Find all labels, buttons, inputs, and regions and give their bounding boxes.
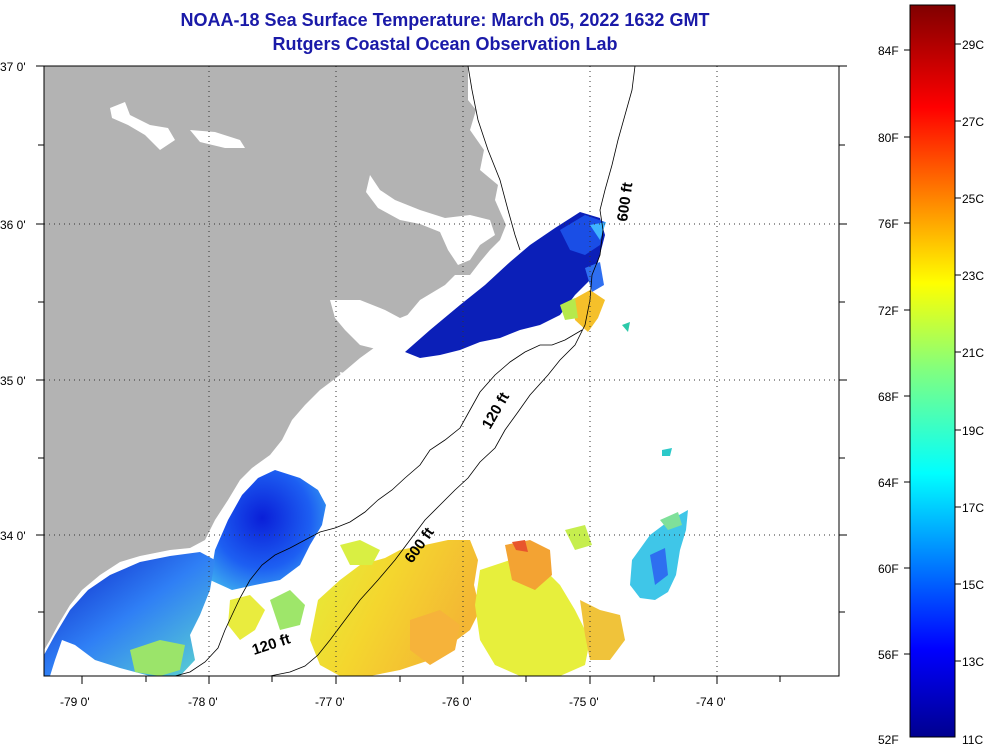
map-title: NOAA-18 Sea Surface Temperature: March 0… [180, 10, 710, 30]
colorbar-f-76: 76F [878, 217, 899, 231]
colorbar-f-84: 84F [878, 44, 899, 58]
lon-label-74: -74 0' [696, 695, 726, 709]
colorbar-c-19: 19C [962, 424, 984, 438]
colorbar-c-17: 17C [962, 501, 984, 515]
sst-data [44, 212, 688, 676]
graticule [44, 66, 839, 676]
colorbar-c-29: 29C [962, 38, 984, 52]
colorbar-f-64: 64F [878, 476, 899, 490]
colorbar-c-21: 21C [962, 346, 984, 360]
colorbar-f-60: 60F [878, 562, 899, 576]
colorbar-c-11: 11C [962, 733, 983, 747]
colorbar: 84F 80F 76F 72F 68F 64F 60F 56F 52F 29C … [878, 4, 984, 747]
lon-label-79: -79 0' [60, 695, 90, 709]
colorbar-c-15: 15C [962, 578, 984, 592]
contour-label-600ft-north: 600 ft [614, 181, 636, 222]
colorbar-f-52: 52F [878, 733, 899, 747]
colorbar-f-68: 68F [878, 390, 899, 404]
lon-label-77: -77 0' [315, 695, 345, 709]
depth-contours [174, 65, 636, 677]
colorbar-c-27: 27C [962, 115, 984, 129]
lat-label-34: 34 0' [0, 529, 26, 543]
lat-label-37: 37 0' [0, 60, 26, 74]
lat-label-36: 36 0' [0, 218, 26, 232]
colorbar-f-72: 72F [878, 304, 899, 318]
map-subtitle: Rutgers Coastal Ocean Observation Lab [272, 34, 618, 54]
lon-label-76: -76 0' [442, 695, 472, 709]
axis-ticks [36, 65, 847, 684]
colorbar-f-56: 56F [878, 648, 899, 662]
land-area [44, 66, 506, 650]
colorbar-f-80: 80F [878, 131, 899, 145]
colorbar-c-25: 25C [962, 192, 984, 206]
lat-label-35: 35 0' [0, 374, 26, 388]
colorbar-gradient [909, 4, 956, 738]
colorbar-c-13: 13C [962, 655, 984, 669]
lon-label-78: -78 0' [188, 695, 218, 709]
lon-label-75: -75 0' [569, 695, 599, 709]
colorbar-c-23: 23C [962, 269, 984, 283]
